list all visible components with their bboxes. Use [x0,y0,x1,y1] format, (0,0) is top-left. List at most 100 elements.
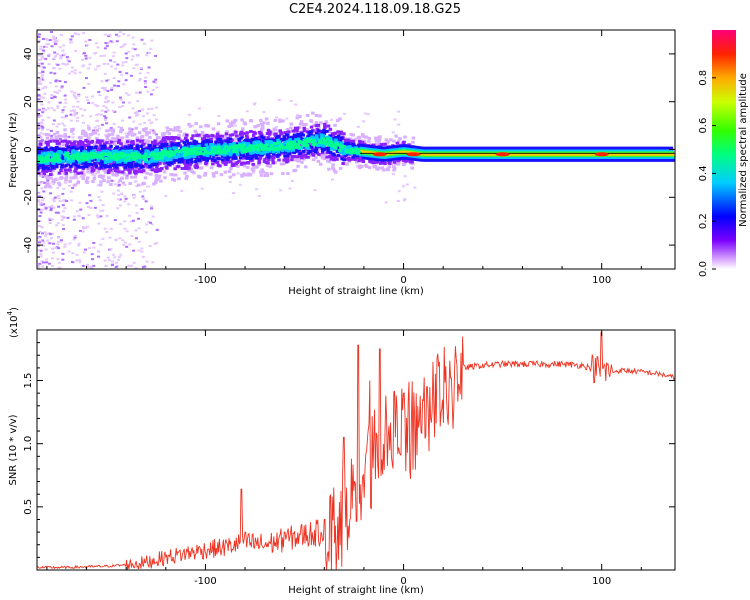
spectrogram-speckle [107,100,111,103]
spectrogram-speckle [97,196,101,199]
spectrogram-cell [84,141,88,145]
spectrogram-cell [270,137,275,141]
spectrogram-speckle [37,249,41,252]
spectrogram-cell [74,167,78,171]
spectrogram-cell [132,132,137,136]
spectrogram-cell [93,131,98,135]
spectrogram-cell [128,138,132,142]
spectrogram-cell [144,150,149,154]
spectrogram-cell [64,156,68,160]
spectrogram-cell [117,138,122,142]
spectrogram-cell [243,173,248,177]
spectrogram-cell [190,142,195,146]
spectrogram-cell [304,146,309,150]
spectrogram-cell [319,121,323,125]
spectrogram-cell [143,163,148,167]
spectrogram-cell [225,119,230,123]
spectrogram-speckle [86,225,90,228]
spectrogram-cell [42,148,47,152]
spectrogram-speckle [117,80,121,83]
spectrogram-cell [113,169,118,173]
spectrogram-speckle [81,58,85,61]
spectrogram-cell [183,171,187,175]
spectrogram-speckle [77,93,81,96]
spectrogram-speckle [44,208,48,211]
spectrogram-speckle [42,96,46,99]
spectrogram-cell [106,165,110,169]
spectrogram-cell [98,158,103,162]
spectrogram-speckle [49,81,53,84]
spectrogram-cell [320,155,325,159]
spectrogram-cell [369,160,373,164]
spectrogram-speckle [129,220,133,223]
spectrogram-cell [162,131,167,135]
spectrogram-speckle [197,107,201,110]
spectrogram-cell [211,143,215,147]
spectrogram-cell [117,150,122,154]
spectrogram-speckle [75,119,79,122]
spectrogram-speckle [89,199,93,202]
spectrogram-cell [46,143,50,147]
spectrogram-cell [167,145,171,149]
spectrogram-cell [216,156,220,160]
spectrogram-speckle [106,256,110,259]
figure-title: C2E4.2024.118.09.18.G25 [288,2,462,17]
spectrogram-cell [243,142,247,146]
spectrogram-speckle [109,127,113,130]
spectrogram-cell [269,151,273,155]
spectrogram-speckle [164,194,168,197]
spectrogram-cell [52,132,57,136]
spectrogram-speckle [119,136,123,139]
spectrogram-cell [81,177,85,181]
spectrogram-cell [87,126,91,130]
spectrogram-speckle [55,125,59,128]
spectrogram-speckle [393,118,397,121]
spectrogram-cell [173,126,178,130]
spectrogram-speckle [113,84,117,87]
spectrogram-cell [81,170,85,174]
spectrogram-speckle [73,234,77,237]
spectrogram-speckle [116,258,120,261]
spectrogram-speckle [40,140,44,143]
spectrogram-cell [316,159,321,163]
spectrogram-speckle [64,98,68,101]
spectrogram-cell [277,158,281,162]
spectrogram-cell [336,154,341,158]
spectrogram-cell [111,128,116,132]
spectrogram-cell [392,166,397,170]
spectrogram-speckle [79,107,83,110]
spectrogram-cell [254,156,259,160]
spectrogram-speckle [56,258,60,261]
spectrogram-speckle [114,265,118,268]
spectrogram-speckle [111,41,115,44]
spectrogram-cell [163,147,167,151]
spectrogram-speckle [64,101,68,104]
spectrogram-speckle [43,181,47,184]
spectrogram-speckle [143,122,147,125]
spectrogram-cell [200,130,205,134]
spectrogram-cell [85,176,90,180]
spectrogram-cell [221,160,225,164]
spectrogram-cell [72,176,77,180]
spectrogram-speckle [103,73,107,76]
spectrogram-speckle [121,101,125,104]
spectrogram-cell [228,143,232,147]
spectrogram-cell [66,160,71,164]
spectrogram-cell [192,139,196,143]
spectrogram-speckle [132,67,136,70]
spectrogram-speckle [142,171,146,174]
spectrogram-cell [112,166,117,170]
spectrogram-cell [346,139,351,143]
spectrogram-cell [342,132,346,136]
spectrogram-speckle [56,243,60,246]
spectrogram-cell [251,162,255,166]
spectrogram-speckle [50,45,54,48]
spectrogram-cell [214,153,219,157]
spectrogram-cell [258,141,262,145]
spectrogram-cell [199,156,204,160]
spectrogram-speckle [77,244,81,247]
spectrogram-speckle [54,80,58,83]
spectrogram-speckle [94,68,98,71]
spectrogram-speckle [57,261,61,264]
spectrogram-speckle [59,167,63,170]
